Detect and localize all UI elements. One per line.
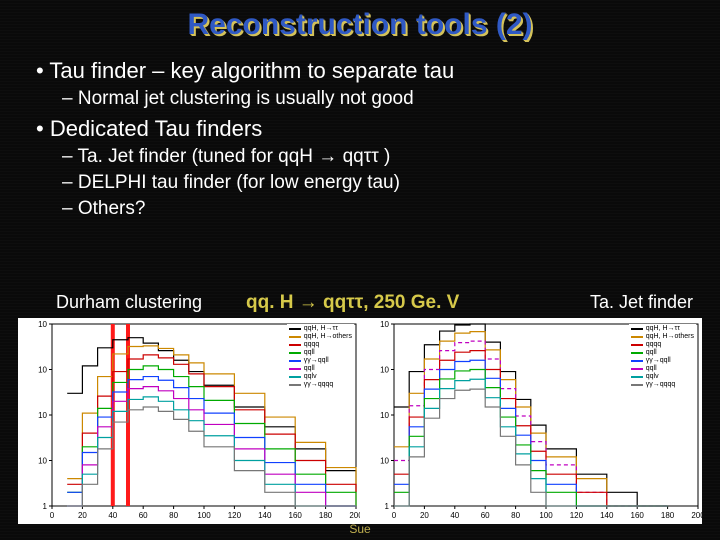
- svg-text:10: 10: [380, 320, 389, 329]
- svg-text:60: 60: [139, 511, 148, 520]
- svg-text:40: 40: [450, 511, 459, 520]
- svg-text:0: 0: [50, 511, 55, 520]
- svg-text:80: 80: [511, 511, 520, 520]
- svg-text:10: 10: [38, 366, 47, 375]
- bullet-l2: DELPHI tau finder (for low energy tau): [28, 172, 692, 194]
- svg-text:180: 180: [319, 511, 333, 520]
- plot-legend: qqH, H→ττqqH, H→othersqqqqqqllγγ→qqllqql…: [287, 324, 354, 390]
- footer-text: Sue: [349, 522, 370, 536]
- svg-text:40: 40: [108, 511, 117, 520]
- svg-text:10: 10: [380, 411, 389, 420]
- slide-title: Reconstruction tools (2): [0, 0, 720, 42]
- plot-tajet: 0 20 40 60 80 100 120 140 160 180 200 1 10 10 10 10 qqH…: [360, 318, 702, 524]
- svg-text:120: 120: [570, 511, 584, 520]
- svg-text:100: 100: [197, 511, 211, 520]
- svg-text:20: 20: [420, 511, 429, 520]
- svg-text:140: 140: [258, 511, 272, 520]
- svg-text:1: 1: [385, 502, 390, 511]
- svg-text:20: 20: [78, 511, 87, 520]
- plot-legend: qqH, H→ττqqH, H→othersqqqqqqllγγ→qqllqql…: [629, 324, 696, 390]
- bullet-list: Tau finder – key algorithm to separate t…: [0, 42, 720, 220]
- svg-text:10: 10: [38, 320, 47, 329]
- svg-text:200: 200: [349, 511, 360, 520]
- bullet-l2: Others?: [28, 198, 692, 220]
- label-tajet: Ta. Jet finder: [590, 292, 693, 313]
- svg-text:140: 140: [600, 511, 614, 520]
- svg-text:10: 10: [380, 366, 389, 375]
- bullet-l1: Dedicated Tau finders: [28, 116, 692, 142]
- plot-durham: 0 20 40 60 80 100 120 140 160 180 200 1 10 10 10 10 qqH…: [18, 318, 360, 524]
- svg-text:180: 180: [661, 511, 675, 520]
- svg-text:80: 80: [169, 511, 178, 520]
- svg-text:120: 120: [228, 511, 242, 520]
- svg-text:1: 1: [43, 502, 48, 511]
- label-center: qq. H → qqττ, 250 Ge. V: [246, 292, 459, 314]
- svg-text:160: 160: [289, 511, 303, 520]
- svg-text:10: 10: [380, 457, 389, 466]
- plots-area: 020406080100120140160180200110101010 qqH…: [18, 318, 702, 524]
- svg-text:10: 10: [38, 457, 47, 466]
- svg-text:100: 100: [539, 511, 553, 520]
- svg-text:60: 60: [481, 511, 490, 520]
- svg-text:10: 10: [38, 411, 47, 420]
- svg-text:0: 0: [392, 511, 397, 520]
- slide: Reconstruction tools (2) Tau finder – ke…: [0, 0, 720, 540]
- label-durham: Durham clustering: [56, 292, 202, 313]
- svg-text:200: 200: [691, 511, 702, 520]
- bullet-l2: Ta. Jet finder (tuned for qqH → qqττ ): [28, 146, 692, 168]
- svg-text:160: 160: [631, 511, 645, 520]
- bullet-l1: Tau finder – key algorithm to separate t…: [28, 58, 692, 84]
- bullet-l2: Normal jet clustering is usually not goo…: [28, 88, 692, 110]
